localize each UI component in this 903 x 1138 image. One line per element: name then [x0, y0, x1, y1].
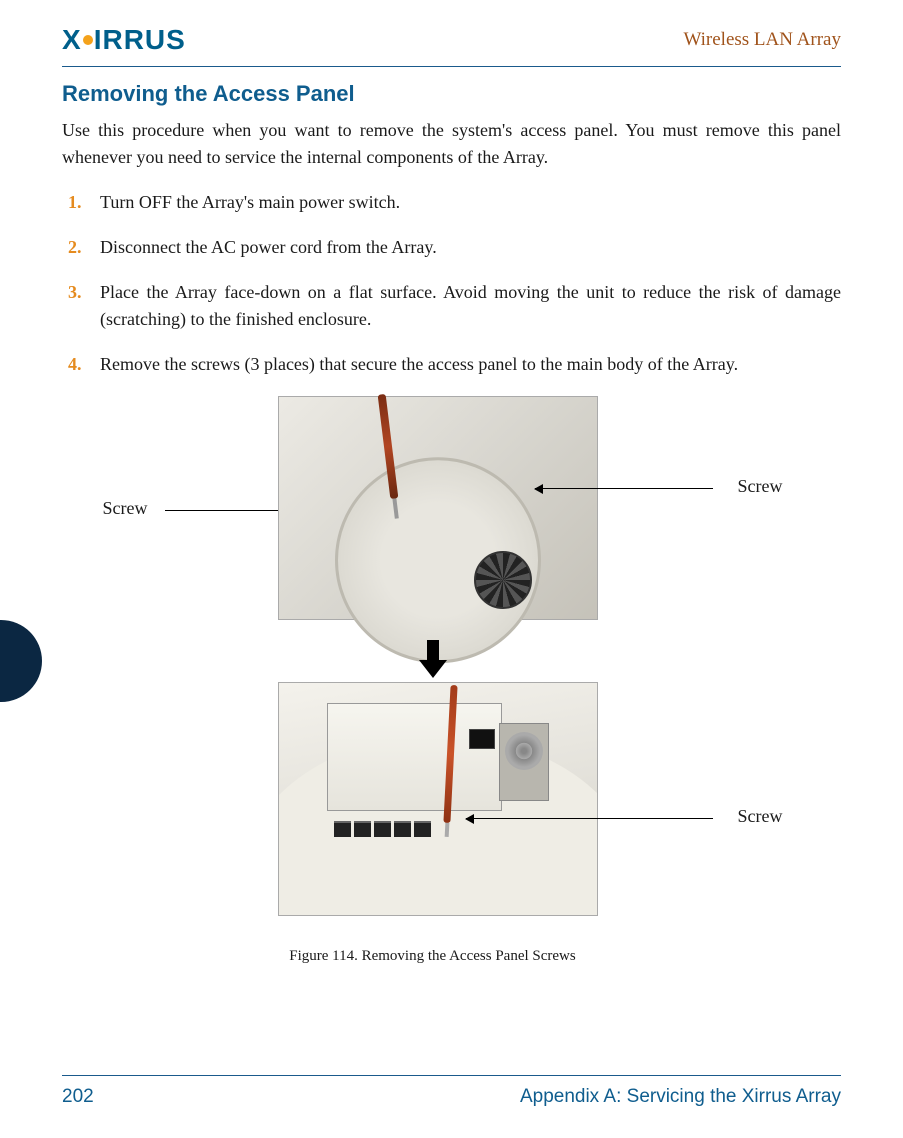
step-text: Turn OFF the Array's main power switch. — [100, 192, 400, 212]
callout-screw-right-bottom: Screw — [738, 806, 783, 827]
header-product-name: Wireless LAN Array — [683, 29, 841, 51]
figure-top-row: Screw Screw — [73, 396, 793, 636]
section-intro: Use this procedure when you want to remo… — [62, 117, 841, 171]
figure-caption: Figure 114. Removing the Access Panel Sc… — [289, 948, 575, 965]
callout-screw-left: Screw — [103, 498, 148, 519]
callout-screw-right-top: Screw — [738, 476, 783, 497]
logo-i: I — [94, 24, 103, 56]
ethernet-port-icon — [354, 821, 371, 837]
ethernet-port-icon — [374, 821, 391, 837]
page-number: 202 — [62, 1086, 94, 1108]
step-item: 1.Turn OFF the Array's main power switch… — [100, 189, 841, 216]
step-number: 1. — [68, 189, 82, 216]
figure-block: Screw Screw Screw F — [24, 396, 841, 965]
figure-bottom-row: Screw — [73, 682, 793, 932]
brand-logo: XIRRUS — [62, 24, 186, 56]
ethernet-port-icon — [394, 821, 411, 837]
step-item: 2.Disconnect the AC power cord from the … — [100, 234, 841, 261]
fan-icon — [474, 551, 532, 609]
callout-line-right-top — [535, 488, 713, 489]
step-text: Disconnect the AC power cord from the Ar… — [100, 237, 437, 257]
logo-dot-1 — [83, 35, 93, 45]
page-header: XIRRUS Wireless LAN Array — [62, 24, 841, 67]
step-text: Remove the screws (3 places) that secure… — [100, 354, 738, 374]
down-arrow-icon — [422, 640, 444, 678]
photo-top — [278, 396, 598, 620]
step-text: Place the Array face-down on a flat surf… — [100, 282, 841, 329]
ethernet-port-icon — [414, 821, 431, 837]
photo-bottom — [278, 682, 598, 916]
step-item: 3.Place the Array face-down on a flat su… — [100, 279, 841, 333]
logo-x1: X — [62, 24, 82, 56]
steps-list: 1. Turn OFF the Array's main power switch… — [62, 189, 841, 378]
step-number: 4. — [68, 351, 82, 378]
step-number: 2. — [68, 234, 82, 261]
step-number: 3. — [68, 279, 82, 306]
screwdriver-icon — [377, 394, 398, 499]
ethernet-port-icon — [334, 821, 351, 837]
logo-rrus: RRUS — [102, 24, 185, 56]
page-footer: 202 Appendix A: Servicing the Xirrus Arr… — [62, 1075, 841, 1108]
appendix-title: Appendix A: Servicing the Xirrus Array — [520, 1086, 841, 1108]
callout-line-right-bottom — [466, 818, 713, 819]
section-title: Removing the Access Panel — [62, 81, 841, 107]
step-item: 4.Remove the screws (3 places) that secu… — [100, 351, 841, 378]
